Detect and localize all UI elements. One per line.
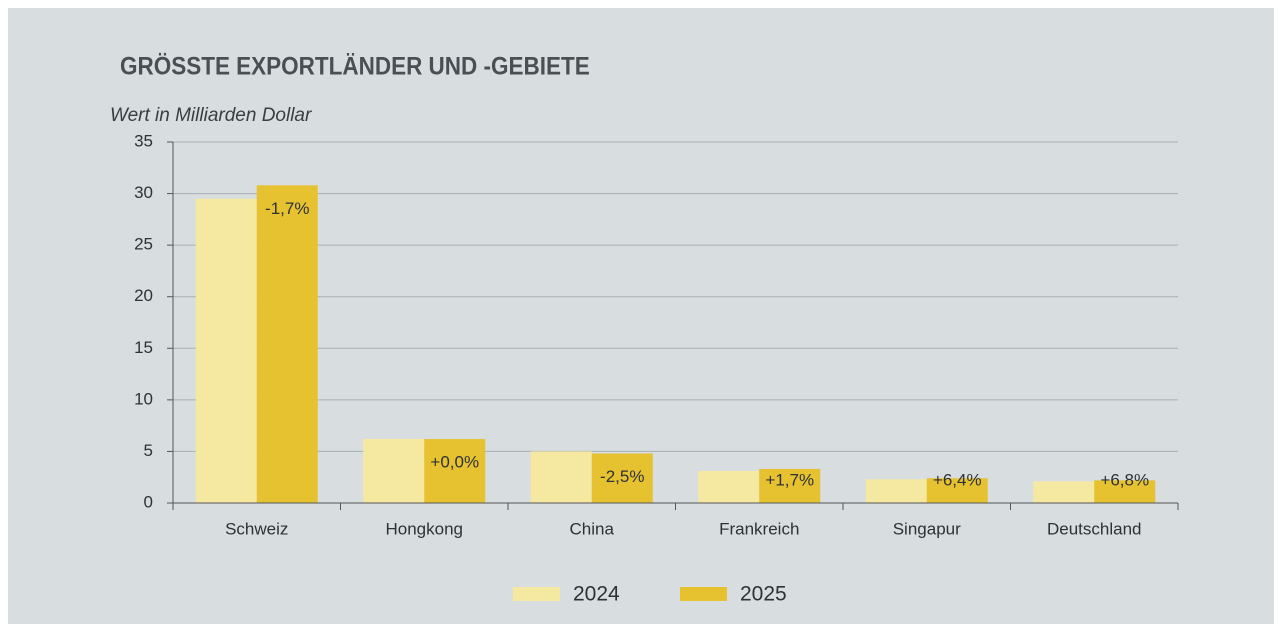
bar (865, 479, 927, 503)
bar (195, 198, 257, 503)
y-tick-label: 10 (134, 389, 153, 408)
y-tick-label: 15 (134, 338, 153, 357)
x-tick-label: China (570, 519, 615, 538)
x-tick-label: Hongkong (385, 519, 463, 538)
bar (926, 478, 988, 503)
bar (256, 185, 318, 503)
x-tick-label: Deutschland (1047, 519, 1142, 538)
x-tick-label: Schweiz (225, 519, 288, 538)
legend-label: 2024 (573, 583, 620, 606)
bar (530, 451, 592, 503)
x-tick-label: Frankreich (719, 519, 799, 538)
chart-title: GRÖSSTE EXPORTLÄNDER UND -GEBIETE (120, 53, 590, 81)
y-tick-label: 20 (134, 286, 153, 305)
bar (759, 468, 821, 503)
y-tick-label: 5 (144, 441, 153, 460)
bar (1033, 481, 1095, 503)
legend-swatch (513, 587, 560, 601)
annotation: +6,8% (1100, 470, 1149, 489)
x-tick-label: Singapur (893, 519, 961, 538)
annotation: -2,5% (600, 467, 644, 486)
annotation: +1,7% (765, 470, 814, 489)
bar (424, 439, 486, 503)
legend-swatch (680, 587, 727, 601)
bar (698, 471, 760, 503)
annotation: +0,0% (430, 453, 479, 472)
subtitle: Wert in Milliarden Dollar (110, 105, 312, 126)
bar (1094, 480, 1156, 503)
legend-label: 2025 (740, 583, 787, 606)
y-tick-label: 25 (134, 235, 153, 254)
annotation: -1,7% (265, 199, 309, 218)
y-tick-label: 35 (134, 131, 153, 150)
y-tick-label: 30 (134, 183, 153, 202)
bar (363, 439, 425, 503)
y-tick-label: 0 (144, 492, 153, 511)
annotation: +6,4% (933, 470, 982, 489)
bar (591, 453, 653, 503)
